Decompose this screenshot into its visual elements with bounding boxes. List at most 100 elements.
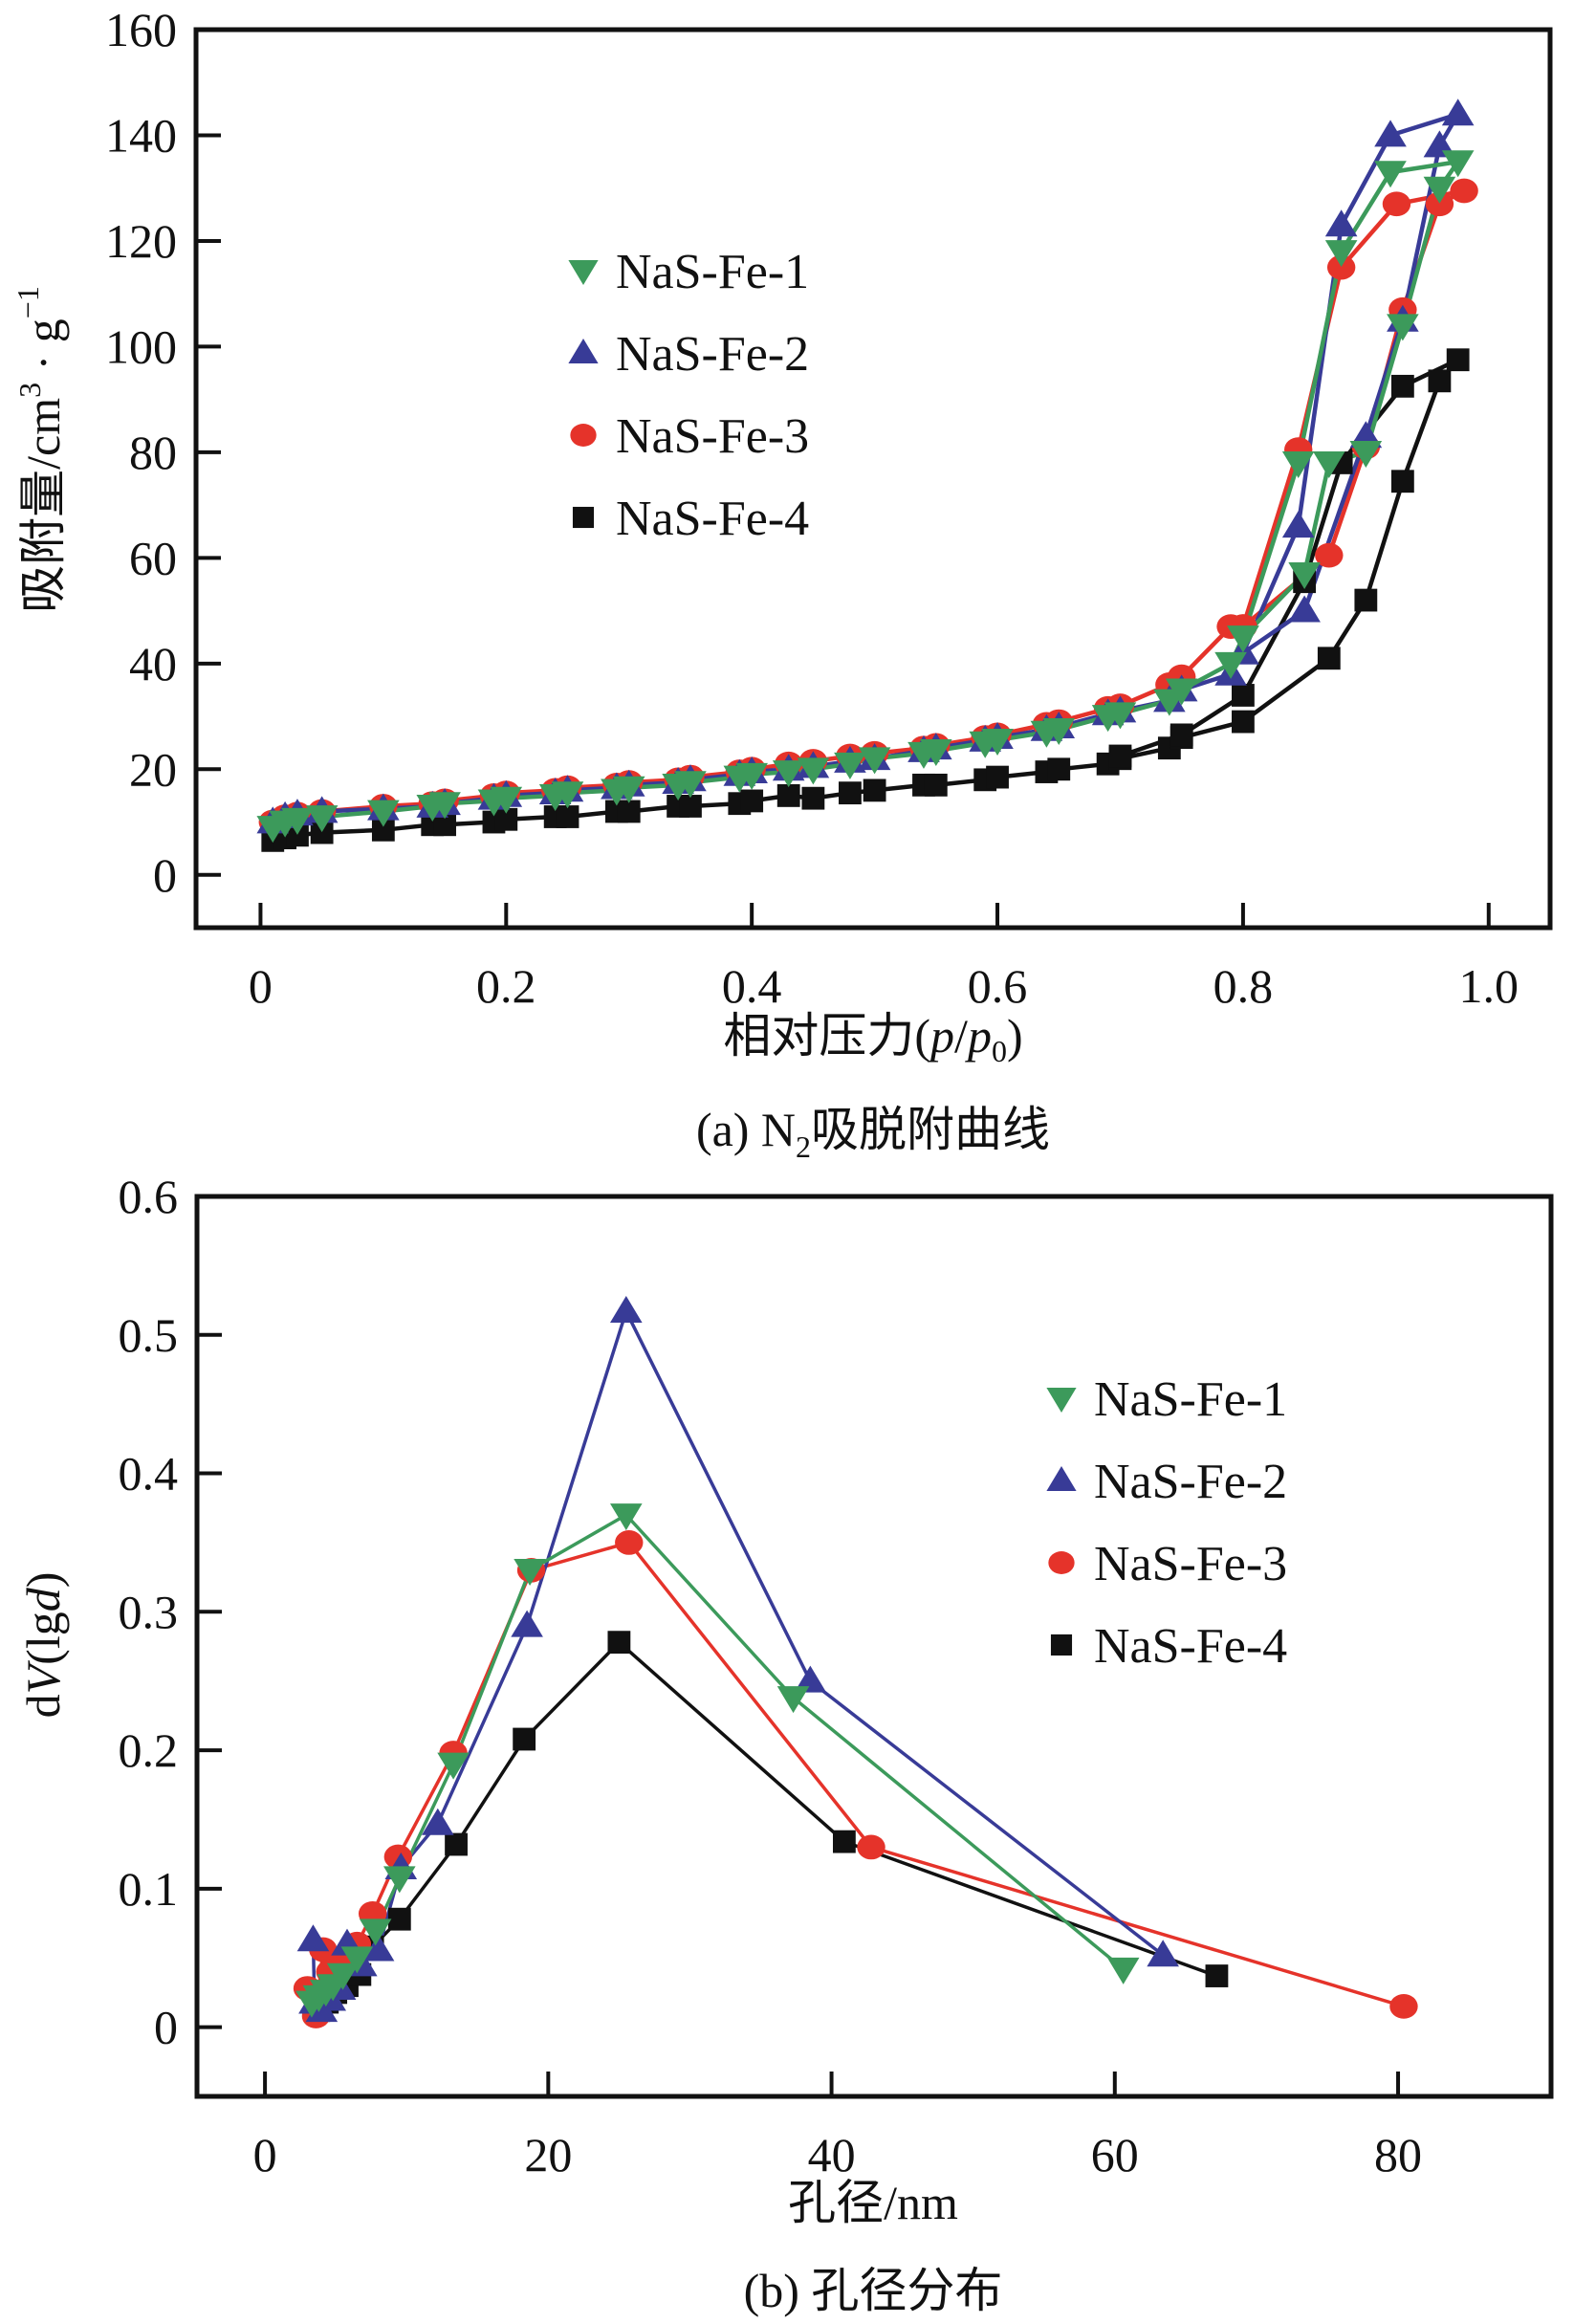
data-point-nas-fe-1 [1165, 678, 1198, 706]
legend-label: NaS-Fe-1 [616, 245, 809, 299]
chart-a-caption: (a) N2吸脱附曲线 [696, 1103, 1050, 1164]
data-point-nas-fe-4 [1232, 710, 1255, 734]
data-point-nas-fe-1 [674, 771, 707, 799]
legend-item-nas-fe-1: NaS-Fe-1 [1046, 1372, 1287, 1427]
data-point-nas-fe-3 [1389, 1994, 1418, 2019]
legend-marker-triangle-up-icon [1046, 1466, 1077, 1492]
chart-a-series-markers [256, 99, 1478, 852]
chart-b-frame [194, 1194, 1554, 2099]
y-tick-label: 60 [129, 531, 177, 584]
data-point-nas-fe-4 [1205, 1964, 1229, 1987]
legend-label: NaS-Fe-1 [1094, 1372, 1287, 1427]
legend-label: NaS-Fe-4 [1094, 1619, 1287, 1674]
data-point-nas-fe-1 [735, 762, 768, 790]
chart-b-series-markers [293, 1296, 1418, 2028]
series-line-nas-fe-2 [272, 112, 1460, 824]
data-point-nas-fe-1 [551, 781, 584, 809]
series-line-nas-fe-4 [317, 1640, 1217, 2012]
data-point-nas-fe-1 [1214, 651, 1247, 679]
data-point-nas-fe-4 [740, 789, 764, 813]
data-point-nas-fe-1 [1374, 161, 1407, 188]
legend-label: NaS-Fe-2 [1094, 1455, 1287, 1509]
series-line-nas-fe-1 [272, 159, 1460, 830]
data-point-nas-fe-3 [857, 1834, 885, 1860]
y-tick-label: 0.6 [119, 1170, 179, 1223]
data-point-nas-fe-1 [1042, 717, 1076, 745]
legend-label: NaS-Fe-4 [616, 492, 809, 546]
data-point-nas-fe-1 [612, 776, 645, 803]
y-tick-label: 20 [129, 742, 177, 796]
data-point-nas-fe-2 [296, 1924, 330, 1952]
legend-marker-circle-icon [1048, 1551, 1075, 1574]
legend-marker-triangle-up-icon [568, 339, 599, 364]
x-tick-label: 0.8 [1213, 959, 1274, 1013]
chart-a-y-axis-title: 吸附量/cm3 · g−1 [11, 286, 70, 613]
data-point-nas-fe-2 [609, 1296, 643, 1324]
data-point-nas-fe-4 [776, 784, 800, 807]
data-point-nas-fe-4 [433, 813, 456, 837]
data-point-nas-fe-1 [920, 739, 952, 767]
y-tick-label: 0 [154, 2001, 178, 2054]
chart-a-legend: NaS-Fe-1 NaS-Fe-2 NaS-Fe-3 NaS-Fe-4 [568, 245, 809, 546]
data-point-nas-fe-4 [801, 786, 825, 810]
data-point-nas-fe-1 [437, 1752, 470, 1780]
data-point-nas-fe-1 [981, 729, 1014, 756]
chart-b-legend: NaS-Fe-1 NaS-Fe-2 NaS-Fe-3 NaS-Fe-4 [1046, 1372, 1287, 1674]
y-tick-label: 160 [105, 3, 177, 56]
data-point-nas-fe-2 [1441, 99, 1475, 126]
chart-b-ticks [197, 1332, 1401, 2096]
data-point-nas-fe-4 [1108, 744, 1132, 768]
data-point-nas-fe-1 [514, 1558, 546, 1586]
data-point-nas-fe-4 [617, 800, 641, 823]
legend-item-nas-fe-1: NaS-Fe-1 [568, 245, 809, 299]
y-tick-label: 0.4 [119, 1447, 179, 1501]
y-tick-label: 80 [129, 426, 177, 479]
data-point-nas-fe-1 [1324, 240, 1358, 268]
legend-marker-triangle-down-icon [568, 259, 599, 285]
data-point-nas-fe-4 [1170, 723, 1193, 747]
chart-a-adsorption-isotherm: 0 0.2 0.4 0.6 0.8 1.0 0 20 40 60 80 100 120 140 160 相对… [11, 3, 1553, 1164]
data-point-nas-fe-1 [834, 752, 866, 779]
data-point-nas-fe-2 [361, 1934, 395, 1962]
data-point-nas-fe-1 [609, 1503, 643, 1531]
data-point-nas-fe-4 [1354, 588, 1378, 612]
y-tick-label: 40 [129, 637, 177, 691]
legend-item-nas-fe-2: NaS-Fe-2 [568, 327, 809, 382]
data-point-nas-fe-1 [772, 760, 805, 788]
x-tick-label: 0.4 [722, 959, 782, 1013]
data-point-nas-fe-4 [1047, 757, 1071, 781]
y-tick-label: 0.2 [119, 1723, 179, 1777]
chart-b-tick-labels: 0 20 40 60 80 0 0.1 0.2 0.3 0.4 0.5 0.6 [119, 1170, 1423, 2181]
data-point-nas-fe-4 [607, 1631, 631, 1655]
chart-b-pore-size-distribution: 0 20 40 60 80 0 0.1 0.2 0.3 0.4 0.5 0.6 孔径/nm dV(lg… [16, 1170, 1554, 2317]
x-tick-label: 1.0 [1459, 959, 1519, 1013]
data-point-nas-fe-3 [1315, 542, 1344, 568]
data-point-nas-fe-2 [1147, 1940, 1179, 1967]
data-point-nas-fe-2 [1281, 511, 1315, 538]
data-point-nas-fe-2 [421, 1808, 454, 1835]
data-point-nas-fe-1 [1387, 314, 1419, 341]
legend-item-nas-fe-4: NaS-Fe-4 [572, 492, 809, 546]
data-point-nas-fe-4 [863, 778, 886, 802]
data-point-nas-fe-1 [326, 1962, 360, 1990]
data-point-nas-fe-1 [1349, 440, 1383, 468]
data-point-nas-fe-4 [1317, 647, 1341, 670]
x-tick-label: 40 [808, 2128, 856, 2181]
data-point-nas-fe-4 [310, 821, 334, 844]
legend-item-nas-fe-2: NaS-Fe-2 [1046, 1455, 1287, 1509]
data-point-nas-fe-1 [490, 786, 523, 814]
legend-item-nas-fe-4: NaS-Fe-4 [1050, 1619, 1287, 1674]
series-line-nas-fe-2 [311, 1309, 1165, 2012]
x-tick-label: 0.6 [968, 959, 1028, 1013]
data-point-nas-fe-1 [1423, 176, 1456, 204]
data-point-nas-fe-4 [286, 823, 309, 847]
data-point-nas-fe-1 [1441, 150, 1475, 178]
data-point-nas-fe-4 [556, 805, 579, 828]
data-point-nas-fe-4 [445, 1832, 468, 1856]
data-point-nas-fe-4 [924, 773, 948, 797]
data-point-nas-fe-4 [1390, 374, 1414, 398]
chart-a-frame [193, 27, 1553, 931]
data-point-nas-fe-4 [832, 1830, 856, 1853]
data-point-nas-fe-4 [1446, 348, 1470, 372]
